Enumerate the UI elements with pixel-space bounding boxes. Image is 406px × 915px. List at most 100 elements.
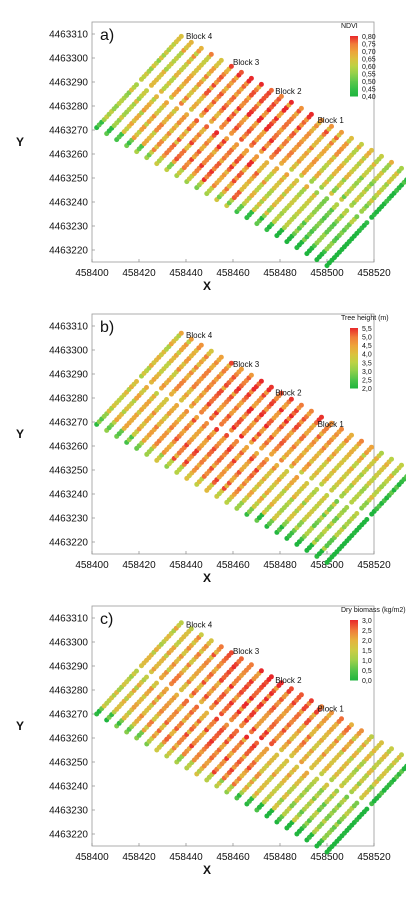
data-point (184, 112, 190, 118)
data-point (399, 165, 404, 171)
y-tick-label: 4463240 (49, 782, 88, 793)
x-tick-label: 458500 (310, 852, 344, 863)
data-point (339, 129, 344, 135)
legend: Dry biomass (kg/m2) 3,0 2,5 2,0 1,5 1,0 0,5 0,0 (341, 607, 406, 685)
y-tick-label: 4463300 (49, 638, 88, 649)
data-point (164, 397, 169, 402)
legend-color-segment (350, 51, 358, 59)
data-point (354, 214, 360, 220)
block-label: Block 1 (318, 705, 345, 714)
legend-tick-label: 2,5 (362, 377, 372, 384)
data-point (244, 734, 250, 740)
legend-tick-label: 1,0 (362, 658, 372, 665)
data-points (94, 33, 406, 269)
data-point (238, 69, 244, 75)
data-point (244, 445, 250, 450)
legend-tick-label: 0,80 (362, 34, 376, 41)
data-point (319, 704, 324, 710)
legend-color-segment (350, 66, 358, 74)
block-label: Block 1 (318, 116, 345, 125)
data-point (298, 692, 304, 698)
data-point (208, 348, 214, 354)
data-point (304, 184, 310, 190)
legend-tick-label: 0,75 (362, 42, 376, 49)
block-label: Block 4 (186, 32, 213, 41)
legend: Tree height (m) 5,5 5,04,5 4,03,5 3,02,5 2,0 (341, 315, 389, 393)
legend-tick-label: 0,40 (362, 94, 376, 101)
data-point (298, 402, 304, 408)
data-point (274, 166, 280, 172)
x-tick-label: 458480 (263, 560, 297, 571)
data-point (344, 794, 350, 800)
legend-tick-label: 0,55 (362, 72, 376, 79)
x-tick-label: 458400 (75, 560, 109, 571)
data-point (379, 153, 384, 159)
data-point (268, 87, 274, 93)
y-tick-label: 4463310 (49, 30, 88, 41)
data-point (329, 123, 334, 129)
legend-color-segment (350, 630, 358, 641)
data-point (308, 698, 314, 704)
legend-tick-label: 5,5 (362, 326, 372, 333)
x-tick-label: 458480 (263, 852, 297, 863)
data-point (339, 716, 344, 722)
data-point (178, 620, 184, 626)
data-point (278, 390, 284, 396)
data-point (274, 463, 280, 468)
data-point (134, 379, 139, 384)
data-point (304, 481, 310, 486)
legend-color-segment (350, 620, 358, 631)
x-tick-label: 458420 (122, 268, 156, 279)
y-axis-label: Y (16, 719, 24, 733)
data-point (178, 330, 184, 336)
x-tick-label: 458500 (310, 268, 344, 279)
data-point (399, 462, 404, 468)
data-point (254, 740, 260, 746)
legend-color-segment (350, 670, 358, 681)
y-tick-label: 4463280 (49, 102, 88, 113)
y-tick-label: 4463270 (49, 126, 88, 137)
legend-tick-label: 0,60 (362, 64, 376, 71)
y-tick-label: 4463250 (49, 758, 88, 769)
data-point (228, 360, 234, 366)
y-axis-label: Y (16, 135, 24, 149)
y-tick-label: 4463280 (49, 394, 88, 405)
data-point (344, 208, 350, 214)
data-point (354, 800, 360, 806)
data-point (274, 752, 280, 758)
x-tick-label: 458440 (169, 560, 203, 571)
legend-tick-label: 0,70 (362, 49, 376, 56)
block-label: Block 4 (186, 331, 213, 340)
data-point (369, 147, 374, 153)
y-tick-label: 4463220 (49, 538, 88, 549)
y-tick-label: 4463280 (49, 686, 88, 697)
data-point (329, 420, 334, 426)
legend-tick-label: 0,0 (362, 678, 372, 685)
legend: NDVI 0,800,750,700,650,600,550,500,450,40 (341, 23, 376, 101)
panel-label: b) (100, 319, 114, 336)
data-point (284, 172, 290, 178)
legend-color-segment (350, 328, 358, 338)
data-point (208, 51, 214, 57)
legend-title: NDVI (341, 23, 358, 30)
data-point (234, 439, 240, 444)
legend-tick-label: 0,50 (362, 79, 376, 86)
data-point (278, 93, 284, 99)
data-point (134, 668, 139, 674)
legend-color-segment (350, 370, 358, 380)
x-tick-label: 458440 (169, 268, 203, 279)
block-label: Block 4 (186, 621, 213, 630)
data-point (218, 57, 224, 63)
data-point (144, 385, 149, 390)
data-point (194, 704, 200, 710)
x-tick-label: 458460 (216, 852, 250, 863)
data-point (284, 469, 290, 474)
legend-color-segment (350, 353, 358, 363)
y-tick-label: 4463220 (49, 246, 88, 257)
legend-tick-label: 0,65 (362, 57, 376, 64)
legend-tick-label: 2,0 (362, 386, 372, 393)
chart-svg: 4463220 4463230 4463240 4463250 4463260 44632… (16, 313, 406, 582)
data-point (258, 81, 264, 87)
data-point (334, 499, 340, 504)
data-point (154, 391, 159, 396)
